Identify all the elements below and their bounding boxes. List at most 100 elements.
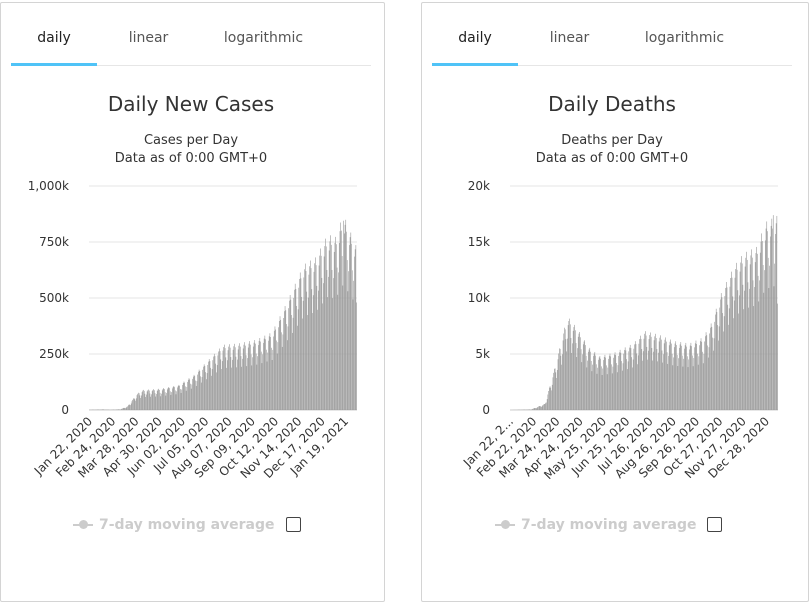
- bar[interactable]: [652, 348, 653, 410]
- bar[interactable]: [338, 272, 339, 410]
- bar[interactable]: [147, 391, 148, 410]
- bar[interactable]: [117, 409, 118, 410]
- bar[interactable]: [656, 338, 657, 410]
- bar[interactable]: [228, 350, 229, 410]
- bar[interactable]: [283, 334, 284, 410]
- bar[interactable]: [535, 408, 536, 410]
- bar[interactable]: [598, 360, 599, 410]
- bar[interactable]: [667, 364, 668, 410]
- bar[interactable]: [572, 343, 573, 410]
- bar[interactable]: [737, 270, 738, 410]
- bar[interactable]: [689, 349, 690, 410]
- bar[interactable]: [679, 348, 680, 410]
- bar[interactable]: [621, 353, 622, 410]
- bar[interactable]: [158, 390, 159, 410]
- bar[interactable]: [292, 333, 293, 410]
- bar[interactable]: [757, 254, 758, 410]
- bar[interactable]: [628, 351, 629, 410]
- bar[interactable]: [587, 361, 588, 410]
- bar[interactable]: [231, 368, 232, 410]
- bar[interactable]: [719, 308, 720, 410]
- bar[interactable]: [574, 327, 575, 410]
- bar[interactable]: [188, 380, 189, 410]
- tab-linear[interactable]: linear: [532, 17, 607, 63]
- bar[interactable]: [580, 337, 581, 410]
- bar[interactable]: [218, 351, 219, 410]
- bar[interactable]: [673, 357, 674, 410]
- bar[interactable]: [669, 345, 670, 410]
- bar[interactable]: [662, 350, 663, 410]
- bar[interactable]: [556, 378, 557, 410]
- tab-logarithmic[interactable]: logarithmic: [627, 17, 742, 63]
- bar[interactable]: [710, 328, 711, 410]
- bar[interactable]: [537, 407, 538, 410]
- bar[interactable]: [190, 384, 191, 410]
- bar[interactable]: [725, 288, 726, 410]
- bar[interactable]: [237, 360, 238, 410]
- bar[interactable]: [193, 377, 194, 410]
- bar[interactable]: [325, 239, 326, 410]
- bar[interactable]: [599, 357, 600, 410]
- bar[interactable]: [210, 361, 211, 410]
- bar[interactable]: [295, 284, 296, 410]
- bar[interactable]: [317, 310, 318, 410]
- bar[interactable]: [675, 344, 676, 410]
- bar[interactable]: [121, 409, 122, 410]
- bar[interactable]: [558, 353, 559, 410]
- bar[interactable]: [548, 395, 549, 411]
- bar[interactable]: [124, 408, 125, 410]
- bar[interactable]: [536, 408, 537, 410]
- bar[interactable]: [691, 346, 692, 410]
- bar[interactable]: [681, 346, 682, 410]
- bar[interactable]: [251, 354, 252, 410]
- bar[interactable]: [213, 357, 214, 410]
- bar[interactable]: [116, 409, 117, 410]
- bar[interactable]: [168, 387, 169, 410]
- bar[interactable]: [550, 386, 551, 410]
- bar[interactable]: [647, 347, 648, 410]
- bar[interactable]: [218, 355, 219, 410]
- bar[interactable]: [534, 408, 535, 410]
- bar[interactable]: [771, 226, 772, 410]
- bar[interactable]: [719, 326, 720, 410]
- bar[interactable]: [244, 345, 245, 410]
- bar[interactable]: [718, 341, 719, 410]
- bar[interactable]: [646, 336, 647, 410]
- bar[interactable]: [632, 367, 633, 410]
- bar[interactable]: [153, 389, 154, 410]
- bar[interactable]: [130, 405, 131, 410]
- bar[interactable]: [159, 390, 160, 410]
- bar[interactable]: [119, 409, 120, 410]
- bar[interactable]: [354, 257, 355, 410]
- bar[interactable]: [730, 278, 731, 410]
- bar[interactable]: [202, 370, 203, 410]
- bar[interactable]: [282, 347, 283, 410]
- bar[interactable]: [608, 368, 609, 410]
- bar[interactable]: [287, 340, 288, 410]
- bar[interactable]: [683, 359, 684, 410]
- bar[interactable]: [753, 280, 754, 410]
- bar[interactable]: [191, 389, 192, 410]
- bar[interactable]: [131, 403, 132, 410]
- bar[interactable]: [551, 390, 552, 410]
- bar[interactable]: [102, 409, 103, 410]
- tab-logarithmic[interactable]: logarithmic: [206, 17, 321, 63]
- bar[interactable]: [674, 347, 675, 410]
- bar[interactable]: [285, 310, 286, 410]
- bar[interactable]: [257, 365, 258, 410]
- bar[interactable]: [178, 386, 179, 410]
- bar[interactable]: [343, 221, 344, 410]
- bar[interactable]: [652, 361, 653, 410]
- bar[interactable]: [135, 401, 136, 410]
- bar[interactable]: [760, 253, 761, 410]
- bar[interactable]: [345, 220, 346, 410]
- bar[interactable]: [617, 372, 618, 410]
- bar[interactable]: [556, 372, 557, 410]
- bar[interactable]: [541, 407, 542, 410]
- bar[interactable]: [317, 286, 318, 410]
- bar[interactable]: [621, 361, 622, 410]
- bar[interactable]: [187, 382, 188, 410]
- bar[interactable]: [658, 353, 659, 410]
- bar[interactable]: [723, 331, 724, 410]
- bar[interactable]: [633, 360, 634, 410]
